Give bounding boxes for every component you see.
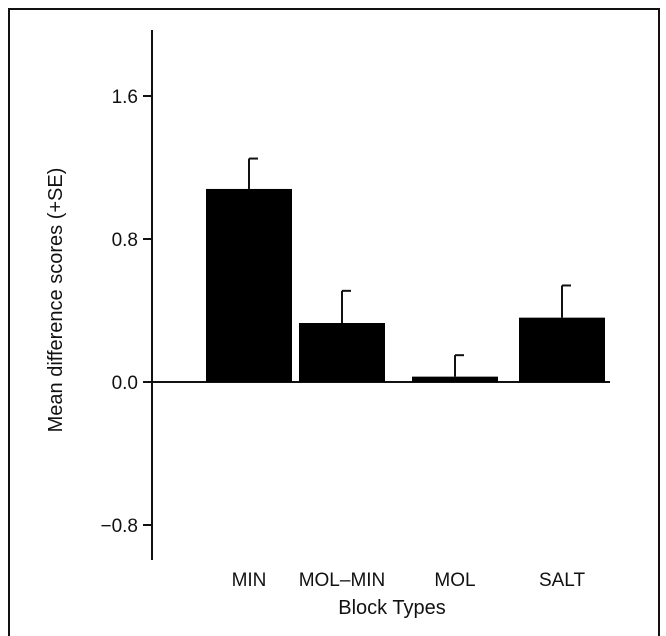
y-ticks: −0.8 0.0 0.8 1.6: [100, 87, 152, 537]
x-tick-label: SALT: [539, 570, 586, 591]
y-tick-label: −0.8: [100, 516, 138, 537]
bar-min: [206, 188, 292, 382]
x-tick-label: MOL: [434, 570, 475, 591]
bars: [206, 157, 605, 382]
x-tick-label: MIN: [232, 570, 267, 591]
bar-mol-min: [299, 323, 385, 382]
y-tick-label: 1.6: [112, 87, 138, 108]
x-tick-label: MOL–MIN: [299, 570, 386, 591]
x-axis-title: Block Types: [338, 597, 445, 619]
y-tick-label: 0.0: [112, 373, 138, 394]
category-labels: MIN MOL–MIN MOL SALT: [232, 570, 586, 591]
y-tick-label: 0.8: [112, 230, 138, 251]
bar-salt: [519, 317, 605, 382]
bar-mol: [412, 376, 498, 382]
y-axis-title: Mean difference scores (+SE): [45, 168, 67, 433]
